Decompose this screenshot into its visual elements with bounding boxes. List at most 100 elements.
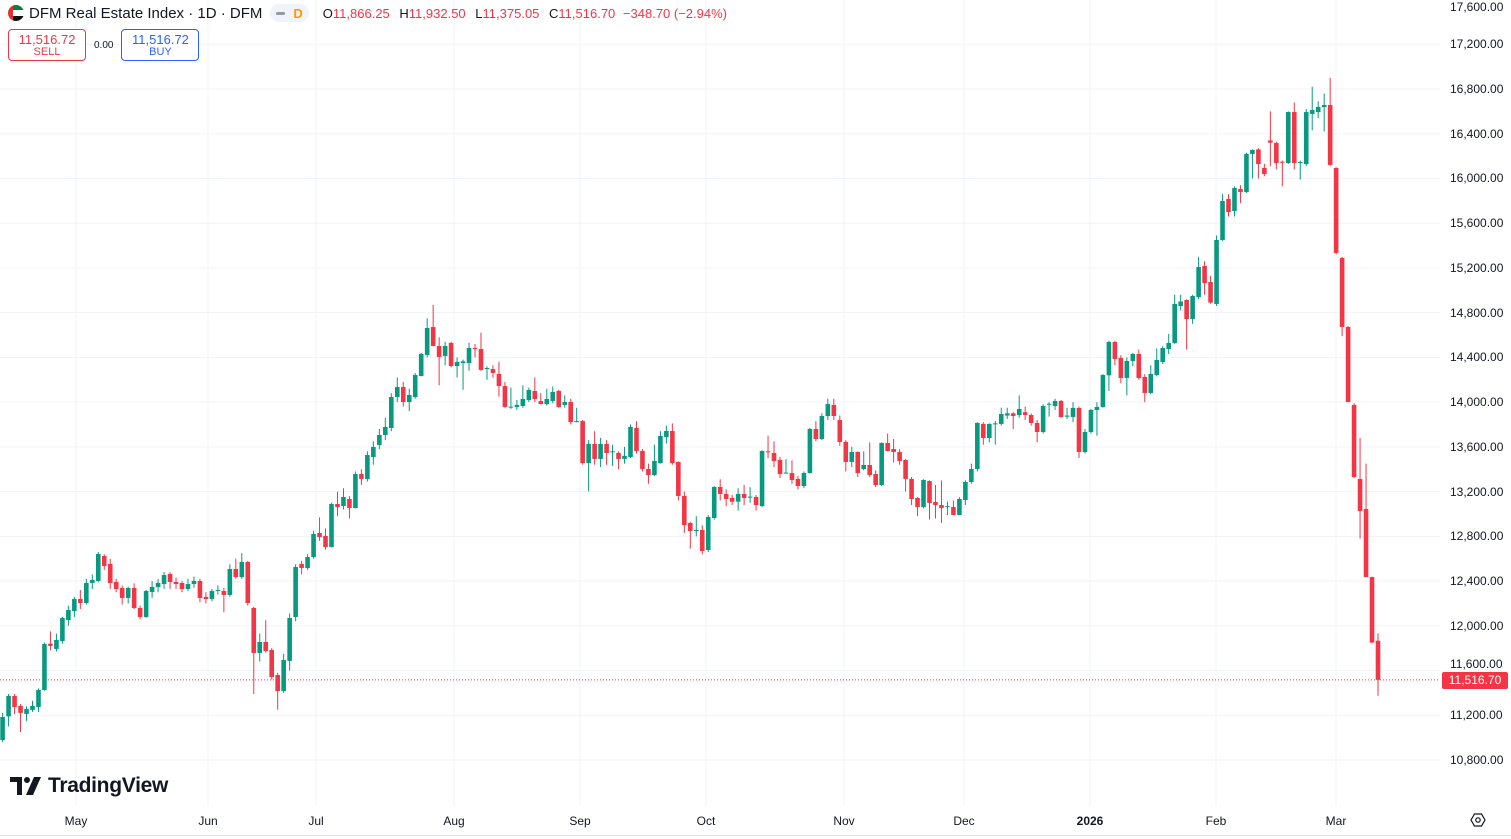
price-tick-label: 14,000.00 (1450, 395, 1504, 410)
candle (682, 491, 687, 533)
candle-body (688, 523, 693, 531)
candle-body (1064, 415, 1070, 417)
buy-button[interactable]: 11,516.72 BUY (121, 29, 200, 61)
candle (807, 427, 813, 474)
candle (580, 420, 585, 465)
candle (6, 694, 11, 727)
candle (705, 515, 711, 552)
candle-body (293, 566, 298, 617)
candle (1046, 402, 1052, 417)
candle-body (460, 361, 466, 363)
candle (933, 484, 938, 519)
candle (975, 422, 980, 472)
candle (646, 463, 651, 484)
candle-body (1052, 401, 1058, 406)
candle-body (586, 443, 591, 464)
candle (203, 592, 209, 604)
candle-body (1339, 257, 1345, 327)
time-tick-label: Nov (833, 814, 855, 828)
candle-body (1333, 167, 1339, 253)
candle-body (167, 574, 173, 582)
candle (191, 576, 197, 588)
candle-body (95, 554, 101, 581)
time-tick-label: Oct (696, 814, 716, 828)
candle-body (998, 413, 1004, 424)
tradingview-logo[interactable]: TradingView (10, 774, 168, 798)
candle (113, 578, 119, 593)
time-tick-label: Jul (308, 814, 324, 828)
candle (1034, 420, 1040, 443)
candle (1142, 374, 1148, 403)
price-tick-label: 14,800.00 (1450, 305, 1504, 320)
candle-body (448, 342, 454, 367)
candle-body (6, 695, 11, 717)
candle (1291, 102, 1297, 170)
candle-body (1196, 267, 1201, 298)
candle-body (1118, 357, 1124, 378)
candle (406, 388, 412, 412)
candle (0, 713, 5, 743)
candle-body (1166, 342, 1171, 350)
candle (424, 318, 430, 358)
candle-body (1214, 239, 1219, 304)
candle-body (1184, 300, 1189, 320)
candle-body (478, 349, 484, 370)
gear-icon[interactable] (1470, 812, 1486, 828)
candle (861, 451, 867, 471)
candle (30, 700, 35, 712)
candle (508, 387, 514, 409)
candle-body (1250, 149, 1255, 154)
candle-body (628, 426, 633, 458)
candle-body (496, 373, 502, 387)
candle (741, 484, 747, 506)
candle (771, 441, 777, 467)
candle-body (1076, 407, 1082, 453)
candle-body (508, 406, 514, 408)
candle (1345, 326, 1351, 403)
candle (915, 497, 920, 517)
candle (1303, 109, 1309, 167)
candle-body (245, 561, 251, 603)
candle (616, 451, 621, 470)
candle (24, 706, 29, 721)
candle-body (1172, 303, 1177, 343)
close-value: 11,516.70 (558, 5, 616, 21)
candle (1190, 294, 1195, 324)
candle-body (454, 361, 460, 367)
candle (1184, 299, 1189, 350)
candle-body (658, 436, 663, 464)
candle (1256, 148, 1261, 179)
candle-body (383, 426, 388, 436)
candle (54, 633, 59, 652)
candle (107, 558, 113, 589)
candle-body (765, 451, 771, 453)
candle-body (263, 642, 269, 651)
candle (693, 516, 699, 537)
candle-body (592, 443, 597, 459)
candle (137, 605, 143, 620)
candle (1268, 111, 1273, 167)
sell-button[interactable]: 11,516.72 SELL (8, 29, 86, 61)
candle (490, 365, 496, 378)
candle-body (1160, 348, 1166, 362)
candle-body (1345, 326, 1351, 403)
candle (149, 581, 155, 598)
candle-body (179, 582, 185, 590)
candle (640, 449, 645, 472)
candle (963, 480, 968, 506)
market-status-pill[interactable]: D (270, 4, 309, 22)
candle (891, 439, 896, 463)
candle (299, 560, 304, 575)
candle-body (729, 497, 735, 502)
candle-body (813, 428, 819, 440)
candle (84, 578, 89, 605)
candle-body (1202, 266, 1207, 284)
candle-body (975, 422, 980, 470)
candle-body (251, 608, 257, 653)
candle-body (472, 348, 478, 350)
symbol-title[interactable]: DFM Real Estate Index · 1D · DFM (29, 4, 263, 22)
price-tick-label: 11,600.00 (1450, 657, 1503, 671)
price-tick-label: 13,200.00 (1450, 484, 1504, 499)
candle-body (299, 563, 304, 568)
